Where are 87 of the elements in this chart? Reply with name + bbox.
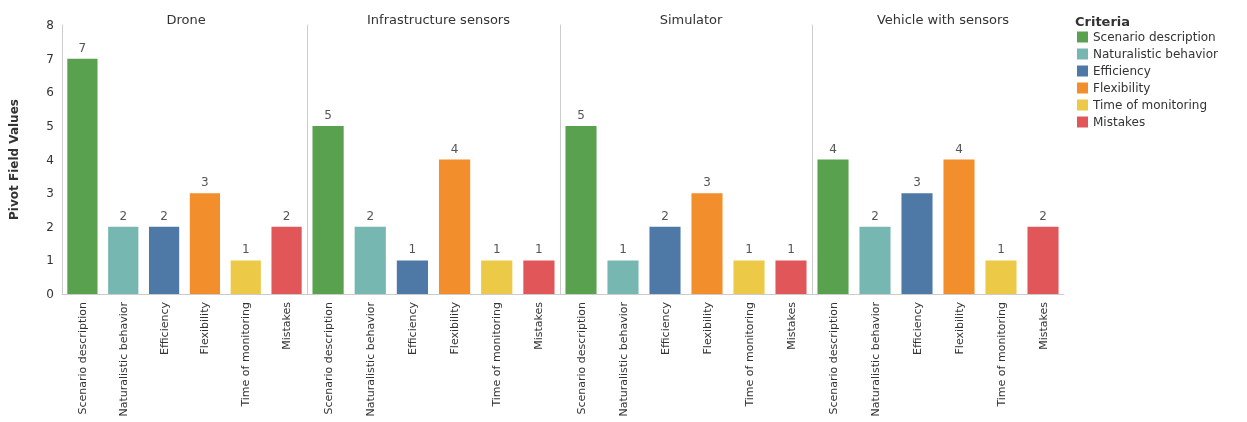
data-label: 1 (787, 242, 795, 257)
data-label: 2 (661, 208, 669, 223)
data-label: 2 (1039, 208, 1047, 223)
data-label: 1 (408, 242, 417, 257)
y-tick-label: 6 (46, 85, 54, 100)
data-label: 1 (492, 242, 501, 257)
legend-title: Criteria (1075, 14, 1131, 29)
bar (775, 260, 807, 294)
legend-label: Scenario description (1093, 30, 1216, 44)
data-label: 4 (450, 141, 459, 156)
x-tick-label: Scenario description (321, 301, 335, 415)
data-label: 2 (119, 208, 128, 223)
bar (108, 226, 139, 294)
data-label: 1 (745, 242, 753, 257)
data-label: 4 (955, 141, 963, 156)
bar (312, 125, 344, 294)
x-tick-label: Mistakes (280, 301, 294, 350)
data-label: 3 (703, 175, 711, 190)
data-label: 4 (829, 141, 837, 156)
bar (691, 193, 723, 294)
x-tick-label: Time of monitoring (994, 302, 1008, 408)
data-label: 2 (282, 208, 291, 223)
x-tick-label: Flexibility (198, 301, 212, 355)
x-tick-label: Naturalistic behavior (616, 301, 630, 417)
x-tick-label: Scenario description (75, 301, 89, 415)
x-tick-label: Efficiency (658, 301, 672, 355)
x-tick-label: Efficiency (157, 301, 171, 355)
bar (189, 193, 221, 294)
bar (230, 260, 261, 294)
y-tick-label: 2 (46, 219, 54, 234)
chart-title: Vehicle with sensors (876, 12, 1010, 27)
bar (649, 226, 681, 294)
x-tick-label: Flexibility (700, 301, 714, 355)
y-axis-title: Pivot Field Values (7, 99, 21, 220)
x-tick-label: Naturalistic behavior (363, 301, 377, 417)
bar (148, 226, 180, 294)
legend-label: Efficiency (1093, 64, 1151, 78)
x-tick-label: Naturalistic behavior (116, 301, 130, 417)
x-tick-label: Time of monitoring (239, 302, 253, 408)
legend-label: Flexibility (1093, 81, 1151, 95)
x-tick-label: Flexibility (952, 301, 966, 355)
bar (523, 260, 555, 294)
x-tick-label: Time of monitoring (742, 302, 756, 408)
x-tick-label: Mistakes (1036, 301, 1050, 350)
data-label: 2 (160, 208, 168, 223)
data-label: 1 (619, 242, 627, 257)
y-tick-label: 1 (46, 253, 54, 268)
chart-title: Infrastructure sensors (367, 12, 511, 27)
legend-label: Naturalistic behavior (1093, 47, 1219, 61)
x-tick-label: Mistakes (532, 301, 546, 350)
legend-label: Mistakes (1093, 115, 1146, 129)
x-tick-label: Scenario description (826, 301, 840, 415)
y-tick-label: 7 (46, 51, 54, 66)
y-tick-label: 4 (46, 152, 54, 167)
x-tick-label: Flexibility (448, 301, 462, 355)
bar (271, 226, 302, 294)
x-tick-label: Scenario description (574, 301, 588, 415)
y-tick-label: 5 (46, 118, 54, 133)
data-label: 7 (78, 40, 87, 55)
data-label: 5 (324, 107, 332, 122)
y-tick-label: 3 (46, 186, 54, 201)
y-tick-label: 0 (46, 287, 54, 301)
bar (67, 58, 98, 294)
chart-title: Drone (166, 12, 206, 27)
y-tick-label: 8 (46, 18, 54, 32)
chart-title: Simulator (659, 12, 724, 27)
x-tick-label: Mistakes (784, 301, 798, 350)
data-label: 3 (201, 175, 209, 190)
x-tick-label: Efficiency (910, 301, 924, 355)
x-tick-label: Efficiency (405, 301, 419, 355)
data-label: 3 (913, 175, 921, 190)
data-label: 5 (577, 107, 585, 122)
bar (733, 260, 765, 294)
bar (396, 260, 429, 294)
bar (354, 226, 386, 294)
bar (565, 125, 597, 294)
data-label: 1 (997, 242, 1005, 257)
data-label: 1 (241, 242, 250, 257)
bar (481, 260, 513, 294)
bar (607, 260, 639, 294)
x-tick-label: Time of monitoring (490, 302, 504, 408)
bar (438, 159, 471, 294)
x-tick-label: Naturalistic behavior (868, 301, 882, 417)
legend-label: Time of monitoring (1092, 98, 1208, 112)
data-label: 2 (871, 208, 879, 223)
data-label: 2 (366, 208, 375, 223)
data-label: 1 (535, 242, 543, 257)
